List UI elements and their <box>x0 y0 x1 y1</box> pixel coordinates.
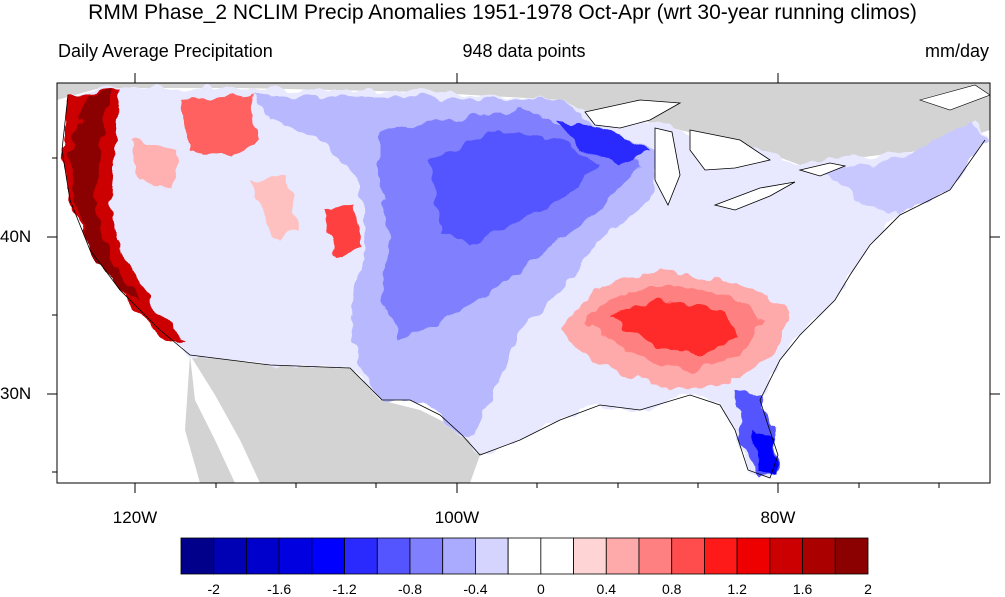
colorado-red <box>325 205 360 255</box>
colorbar-swatch <box>442 537 476 575</box>
colorbar-swatch <box>834 537 869 575</box>
colorbar-label: -2 <box>207 581 220 597</box>
lake-michigan <box>654 127 681 206</box>
colorbar-label: -1.2 <box>332 581 357 597</box>
lake-ontario <box>798 162 847 177</box>
colorbar-label: -0.8 <box>397 581 423 597</box>
tick-marks <box>47 73 1000 493</box>
canada-land <box>57 83 990 165</box>
colorbar-swatch <box>409 537 444 575</box>
colorbar-label: 1.2 <box>727 581 747 597</box>
utah-red <box>250 175 300 240</box>
center-subtitle: 948 data points <box>462 41 586 61</box>
florida-blue-core <box>752 430 776 472</box>
colorbar-label: 0.8 <box>661 581 682 597</box>
colorbar-label: 0 <box>536 581 545 597</box>
colorbar-swatch <box>311 537 345 575</box>
map-frame <box>56 82 991 484</box>
coastal-water-ne <box>918 84 990 111</box>
colorbar-swatch <box>671 537 705 575</box>
colorbar-label: 1.6 <box>792 581 813 597</box>
lake-erie <box>713 181 796 211</box>
left-subtitle: Daily Average Precipitation <box>58 41 273 61</box>
lon-tick-80w: 80W <box>760 508 796 527</box>
southeast-red-core <box>610 300 740 355</box>
gulf-of-california <box>190 355 260 483</box>
lat-tick-30n: 30N <box>0 384 32 403</box>
colorbar-swatch <box>638 537 673 575</box>
colorbar-swatch <box>376 537 411 575</box>
colorbar-swatch <box>475 537 509 575</box>
colorbar-label: 2 <box>864 581 872 597</box>
colorbar-swatch <box>573 537 607 575</box>
west-coast-dark-red <box>70 92 140 300</box>
gulf-of-mexico <box>470 395 780 483</box>
lake-superior <box>584 99 682 129</box>
colorbar-swatch <box>180 537 215 575</box>
colorbar-swatch <box>605 537 640 575</box>
colorbar-swatch <box>769 537 803 575</box>
colorbar-label: -0.4 <box>463 581 488 597</box>
mexico-land <box>185 355 520 483</box>
lon-tick-120w: 120W <box>112 508 158 527</box>
northeast-blue <box>820 120 985 215</box>
blue-great-lakes <box>560 120 650 165</box>
colorbar-swatch <box>344 537 378 575</box>
colorbar-swatch <box>736 537 771 575</box>
colorbar-swatch <box>802 537 836 575</box>
lat-tick-40n: 40N <box>0 227 32 246</box>
colorbar-swatch <box>540 537 574 575</box>
colorbar-swatch <box>278 537 313 575</box>
colorbar-swatch <box>704 537 738 575</box>
colorbar-swatch <box>246 537 280 575</box>
colorbar-label: -1.6 <box>267 581 292 597</box>
coastline <box>61 94 986 479</box>
lake-huron <box>689 129 771 171</box>
colorbar-label: 0.4 <box>596 581 617 597</box>
colorbar-swatch <box>213 537 247 575</box>
idaho-red <box>130 140 180 190</box>
lon-tick-100w: 100W <box>434 508 480 527</box>
plot-title: RMM Phase_2 NCLIM Precip Anomalies 1951-… <box>88 1 917 24</box>
blue-core <box>430 130 600 245</box>
rockies-red-north <box>180 95 260 160</box>
units-label: mm/day <box>924 41 989 61</box>
colorbar-swatch <box>507 537 542 575</box>
